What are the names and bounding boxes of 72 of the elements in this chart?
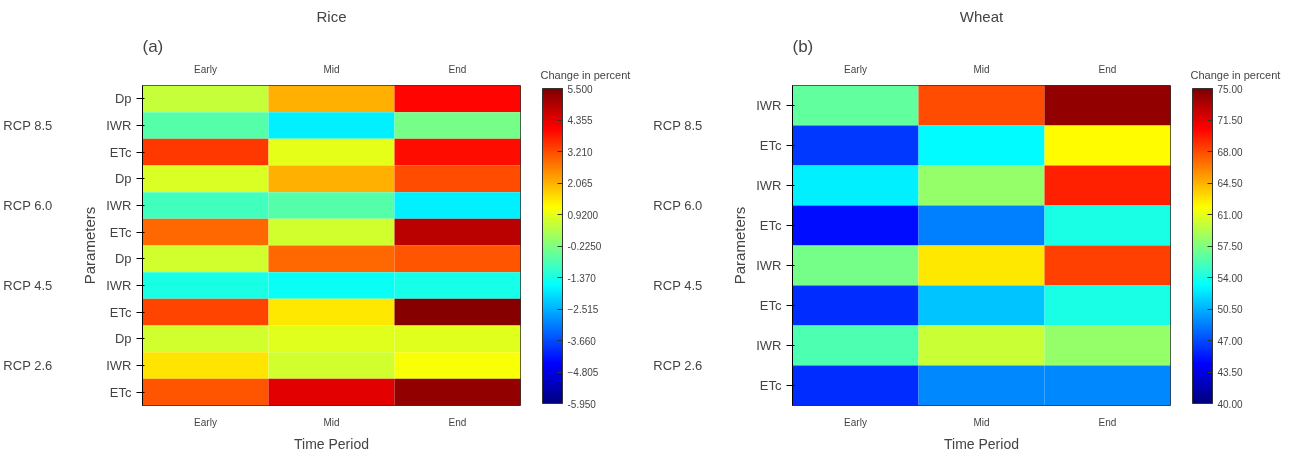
category-label: Mid — [323, 416, 340, 428]
x-tick-label: Early — [844, 63, 867, 75]
x-tick-label: End — [448, 63, 467, 75]
y-tick-label: ETc — [109, 304, 132, 320]
y-tick-label: IWR — [106, 278, 132, 293]
color-bar-title: Change in percent — [540, 68, 631, 81]
color-bar-title: Change in percent — [1190, 68, 1281, 81]
x-tick-label: Mid — [323, 63, 340, 75]
color-bar-label: 50.50 — [1217, 304, 1243, 315]
y-tick-label: Dp — [114, 171, 132, 187]
color-bar-label: 71.50 — [1217, 115, 1243, 126]
y-tick-label: IWR — [756, 338, 782, 353]
y-tick-label: IWR — [756, 178, 782, 193]
color-bar-label: 5.500 — [567, 83, 593, 95]
y-tick-label: IWR — [106, 358, 132, 373]
y-tick-label: Dp — [114, 251, 132, 267]
y-tick-label: IWR — [756, 258, 782, 273]
text: RCP 6.0 — [653, 198, 703, 213]
category-label: End — [1098, 416, 1117, 428]
y-tick-label: ETc — [759, 298, 782, 313]
text: RCP 4.5 — [3, 278, 53, 293]
y-tick-label: IWR — [756, 98, 782, 113]
y-tick-label: ETc — [109, 144, 132, 160]
category-label: Mid — [973, 416, 990, 428]
color-bar-label: 64.50 — [1217, 178, 1243, 189]
x-tick-label: Mid — [973, 63, 990, 75]
color-bar-label: -5.950 — [567, 398, 597, 410]
color-bar-label: 2.065 — [567, 178, 593, 189]
y-tick-label: ETc — [759, 218, 782, 233]
color-bar-label: 54.00 — [1217, 272, 1243, 284]
color-bar-label: −4.805 — [567, 367, 599, 378]
category-label: End — [448, 416, 467, 428]
text: RCP 2.6 — [3, 358, 53, 373]
y-tick-label: Dp — [114, 91, 132, 107]
y-tick-label: ETc — [759, 378, 782, 393]
text: RCP 8.5 — [653, 118, 703, 133]
x-axis-title: Time Period — [294, 435, 369, 452]
color-bar-label: -0.2250 — [567, 241, 602, 252]
color-bar-label: 3.210 — [567, 146, 593, 158]
y-axis-title: Parameters — [81, 206, 99, 285]
color-bar-label: −2.515 — [567, 304, 599, 315]
color-bar-label: 4.355 — [567, 115, 593, 126]
text: (b) — [792, 36, 814, 56]
color-bar-label: 61.00 — [1217, 209, 1243, 221]
color-bar-label: 57.50 — [1217, 241, 1243, 252]
x-tick-label: Early — [194, 63, 217, 75]
text: RCP 6.0 — [3, 198, 53, 213]
x-axis-title: Time Period — [944, 435, 1019, 452]
chart-title: Rice — [316, 7, 347, 25]
text: RCP 4.5 — [653, 278, 703, 293]
color-bar-label: 75.00 — [1217, 83, 1243, 95]
y-tick-label: Dp — [114, 331, 132, 347]
chart-title: Wheat — [959, 7, 1005, 25]
y-tick-label: ETc — [109, 224, 132, 240]
text: RCP 8.5 — [3, 118, 53, 133]
color-bar-label: -1.370 — [567, 272, 597, 284]
y-axis-title: Parameters — [731, 206, 749, 285]
text: (a) — [142, 36, 164, 56]
category-label: Early — [194, 416, 217, 428]
y-tick-label: IWR — [106, 118, 132, 133]
y-tick-label: ETc — [109, 384, 132, 400]
category-label: Early — [844, 416, 867, 428]
y-tick-label: IWR — [106, 198, 132, 213]
color-bar-label: -3.660 — [567, 335, 597, 347]
y-tick-label: ETc — [759, 138, 782, 153]
text: RCP 2.6 — [653, 358, 703, 373]
color-bar-label: 40.00 — [1217, 398, 1243, 410]
color-bar-label: 47.00 — [1217, 335, 1243, 347]
x-tick-label: End — [1098, 63, 1117, 75]
color-bar-label: 68.00 — [1217, 146, 1243, 158]
color-bar-label: 0.9200 — [567, 209, 599, 221]
color-bar-label: 43.50 — [1217, 367, 1243, 378]
